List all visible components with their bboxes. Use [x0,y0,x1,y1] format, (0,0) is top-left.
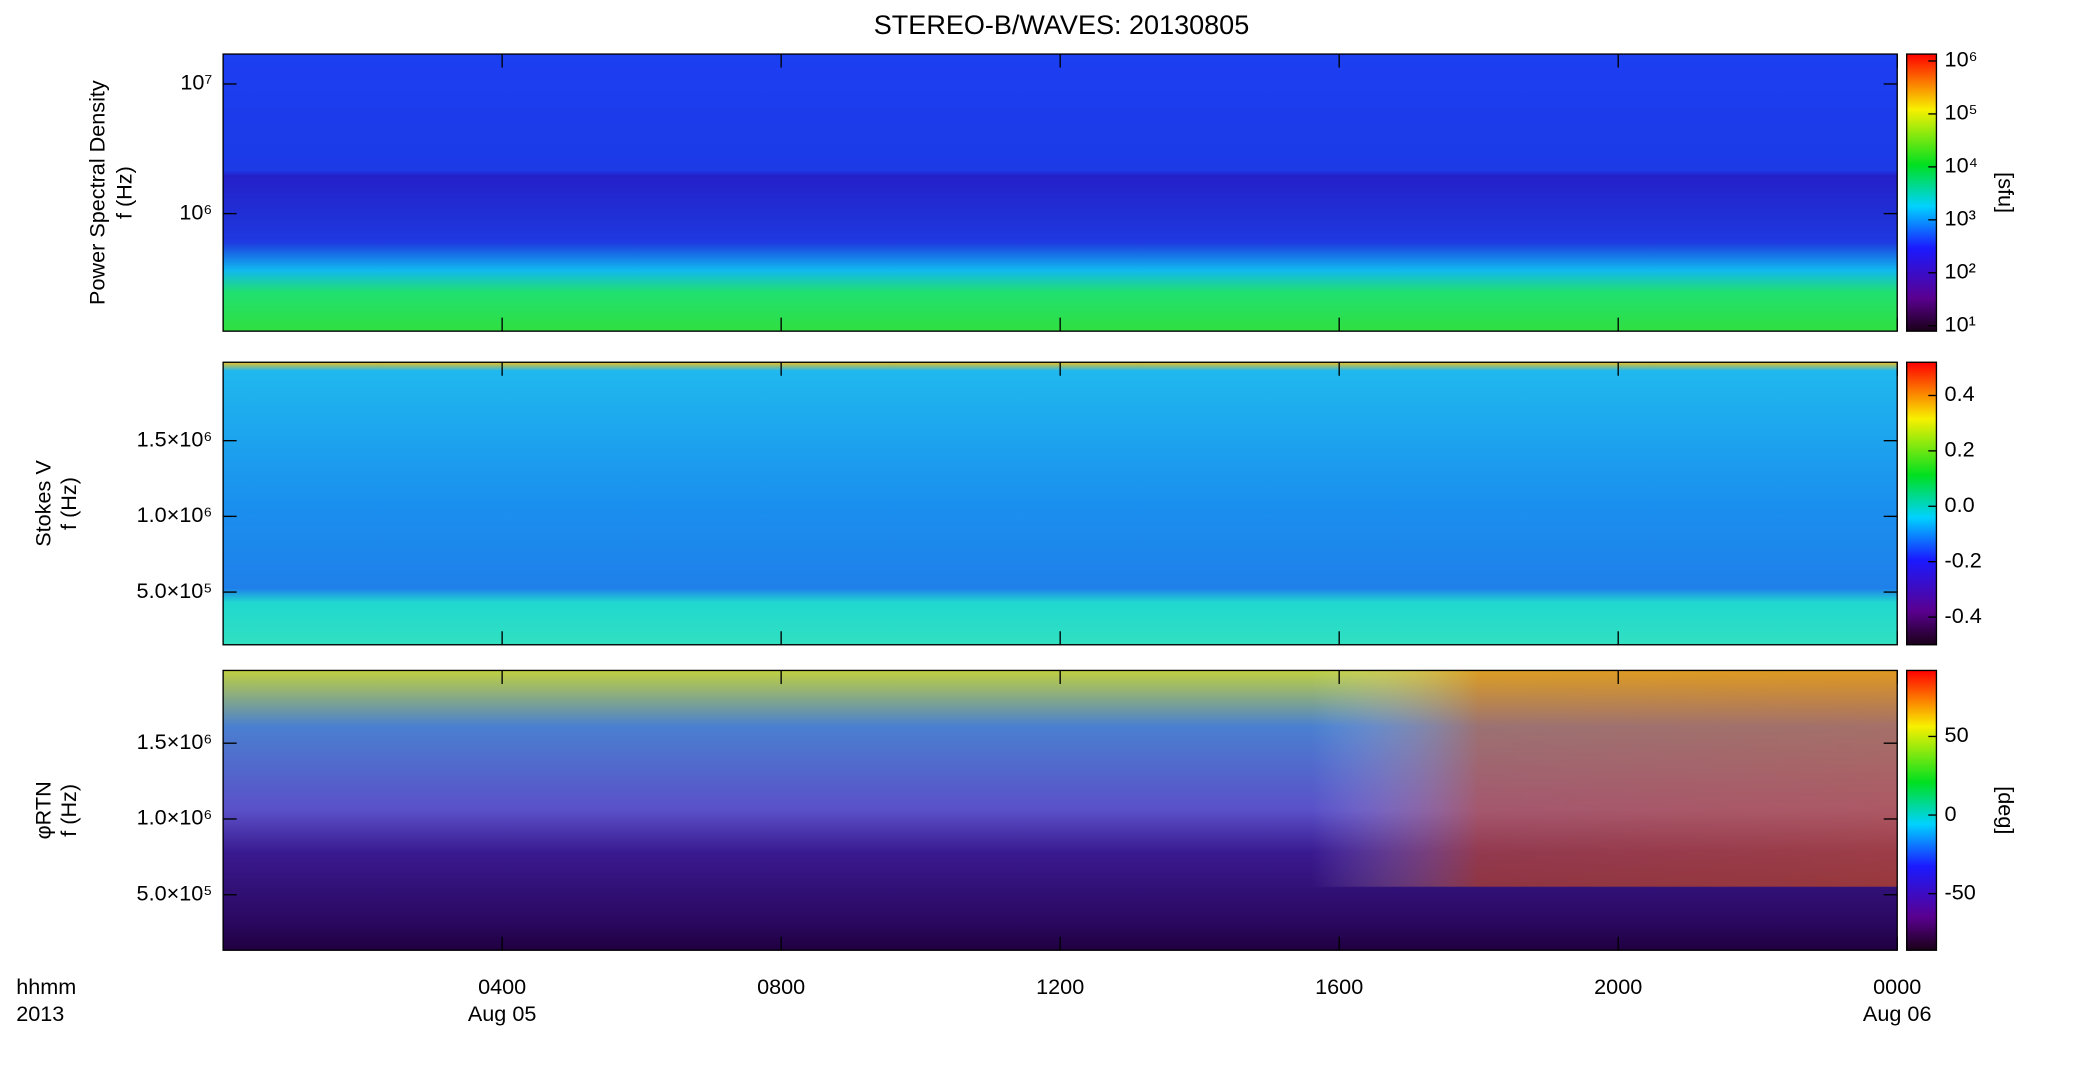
y-tick-label: 10⁶ [179,199,212,224]
x-tick-label: 0000 [1873,974,1921,999]
colorbar-tick-label: 0.4 [1945,381,1975,406]
colorbar-tick-label: 0.0 [1945,492,1975,517]
colorbar [1906,669,1938,951]
colorbar-tick-label: 10⁶ [1945,47,1978,72]
y-axis-label: f (Hz) [56,784,81,837]
x-tick-label: 0800 [757,974,805,999]
x-tick-label: 2000 [1594,974,1642,999]
y-tick-label: 1.5×10⁶ [137,729,213,754]
spectrogram [223,54,1898,332]
colorbar-tick-label: -0.2 [1945,547,1982,572]
spectrogram-overlay [223,670,1898,887]
y-tick-label: 1.0×10⁶ [137,502,213,527]
y-axis-label: f (Hz) [56,477,81,530]
spectrogram [223,362,1898,645]
chart-title: STEREO-B/WAVES: 20130805 [874,10,1249,40]
x-axis-label: hhmm [16,974,76,999]
colorbar-tick-label: -50 [1945,879,1976,904]
colorbar-tick-label: 10¹ [1945,311,1976,336]
colorbar-tick-label: -0.4 [1945,603,1982,628]
colorbar-label: [sfu] [1993,172,2018,213]
colorbar-tick-label: 10⁴ [1945,153,1978,178]
colorbar-tick-label: 0.2 [1945,437,1975,462]
colorbar-label: [deg] [1993,786,2018,834]
y-axis-label: Stokes V [30,460,55,547]
y-tick-label: 5.0×10⁵ [137,578,213,603]
y-axis-label: Power Spectral Density [84,80,109,305]
x-date-label: Aug 06 [1863,1001,1932,1026]
y-tick-label: 10⁷ [180,70,212,95]
x-tick-label: 0400 [478,974,526,999]
colorbar-tick-label: 50 [1945,722,1969,747]
x-axis-label: 2013 [16,1001,64,1026]
colorbar-tick-label: 10⁵ [1945,100,1978,125]
y-tick-label: 5.0×10⁵ [137,880,213,905]
y-tick-label: 1.0×10⁶ [137,805,213,830]
y-axis-label: φRTN [30,781,55,839]
colorbar-tick-label: 0 [1945,801,1957,826]
x-tick-label: 1600 [1315,974,1363,999]
y-axis-label: f (Hz) [111,166,136,219]
colorbar-tick-label: 10² [1945,259,1976,284]
colorbar [1906,53,1938,332]
y-tick-label: 1.5×10⁶ [137,426,213,451]
colorbar-tick-label: 10³ [1945,206,1976,231]
x-tick-label: 1200 [1036,974,1084,999]
x-date-label: Aug 05 [468,1001,537,1026]
colorbar [1906,361,1938,646]
